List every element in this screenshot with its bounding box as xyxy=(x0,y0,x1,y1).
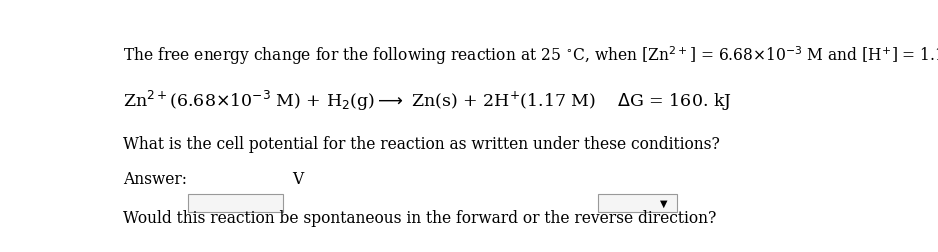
Text: The free energy change for the following reaction at 25 $^{\circ}$C, when [Zn$^{: The free energy change for the following… xyxy=(123,44,938,67)
Text: Zn$^{2+}$(6.68$\times$10$^{-3}$ M) + H$_2$(g)$\longrightarrow$ Zn(s) + 2H$^{+}$(: Zn$^{2+}$(6.68$\times$10$^{-3}$ M) + H$_… xyxy=(123,88,732,112)
Text: V: V xyxy=(292,170,303,187)
Text: Would this reaction be spontaneous in the forward or the reverse direction?: Would this reaction be spontaneous in th… xyxy=(123,209,717,226)
FancyBboxPatch shape xyxy=(189,194,283,212)
Text: Answer:: Answer: xyxy=(123,170,187,187)
FancyBboxPatch shape xyxy=(598,194,677,212)
Text: ▼: ▼ xyxy=(660,198,668,208)
Text: What is the cell potential for the reaction as written under these conditions?: What is the cell potential for the react… xyxy=(123,135,720,152)
